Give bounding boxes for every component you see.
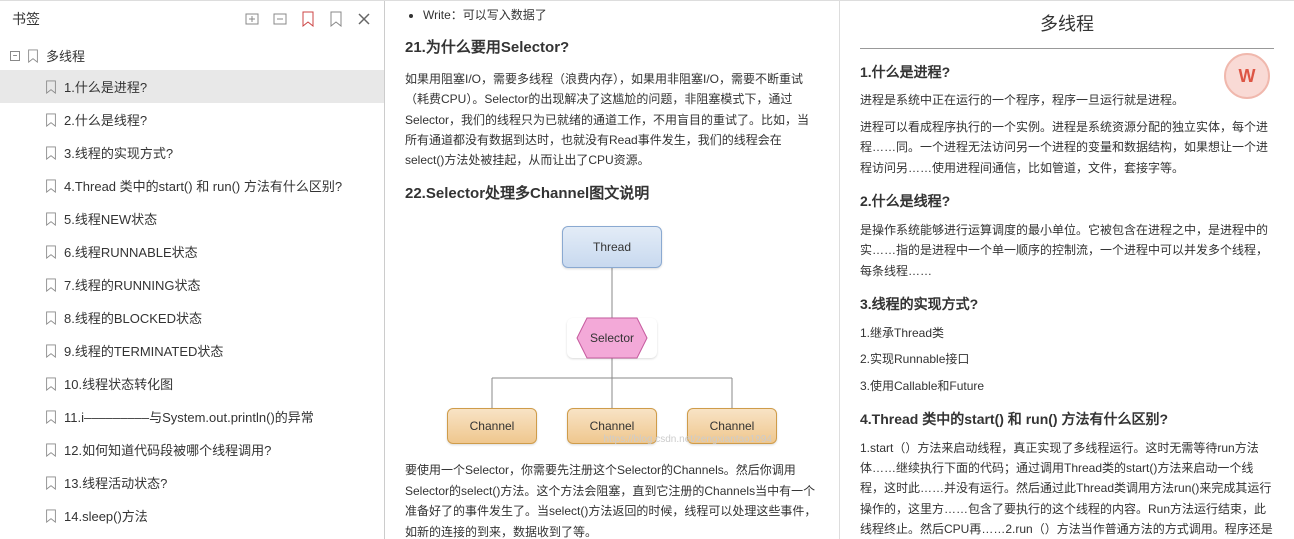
heading-r2: 2.什么是线程? [860, 190, 1274, 214]
document-content: Write：可以写入数据了 21.为什么要用Selector? 如果用阻塞I/O… [385, 1, 1294, 539]
bookmark-item[interactable]: 2.什么是线程? [0, 103, 384, 136]
bookmark-item[interactable]: 9.线程的TERMINATED状态 [0, 334, 384, 367]
bookmark-icon [44, 278, 58, 292]
heading-21: 21.为什么要用Selector? [405, 35, 819, 61]
bookmark-item-label: 10.线程状态转化图 [64, 374, 173, 393]
bookmark-root-label: 多线程 [46, 46, 85, 65]
page-left: Write：可以写入数据了 21.为什么要用Selector? 如果用阻塞I/O… [385, 1, 840, 539]
bookmark-item-label: 6.线程RUNNABLE状态 [64, 242, 198, 261]
bookmark-icon [44, 476, 58, 490]
bookmark-icon[interactable] [328, 11, 344, 27]
heading-r1: 1.什么是进程? [860, 61, 1274, 85]
bookmark-icon [44, 311, 58, 325]
bookmark-item-label: 5.线程NEW状态 [64, 209, 157, 228]
bookmark-item-label: 14.sleep()方法 [64, 506, 148, 525]
page-right-title: 多线程 [860, 1, 1274, 49]
bookmark-item[interactable]: 4.Thread 类中的start() 和 run() 方法有什么区别? [0, 169, 384, 202]
bookmark-item[interactable]: 12.如何知道代码段被哪个线程调用? [0, 433, 384, 466]
bookmark-item[interactable]: 7.线程的RUNNING状态 [0, 268, 384, 301]
expand-icon[interactable] [244, 11, 260, 27]
para-r1a: 进程是系统中正在运行的一个程序，程序一旦运行就是进程。 [860, 90, 1274, 110]
bookmark-item-label: 8.线程的BLOCKED状态 [64, 308, 202, 327]
para-22: 要使用一个Selector，你需要先注册这个Selector的Channels。… [405, 460, 819, 539]
bookmark-item[interactable]: 11.i–––––––––与System.out.println()的异常 [0, 400, 384, 433]
heading-r3: 3.线程的实现方式? [860, 293, 1274, 317]
sidebar-title: 书签 [12, 9, 244, 29]
selector-diagram: Thread Selector Channel Channel Channel … [432, 218, 792, 448]
page-right: 多线程 W 1.什么是进程? 进程是系统中正在运行的一个程序，程序一旦运行就是进… [840, 1, 1294, 539]
bookmark-item[interactable]: 10.线程状态转化图 [0, 367, 384, 400]
bookmark-add-icon[interactable] [300, 11, 316, 27]
bookmark-icon [44, 443, 58, 457]
bookmark-icon [44, 113, 58, 127]
float-button-label: W [1239, 61, 1256, 92]
li-r3-1: 1.继承Thread类 [860, 323, 1274, 343]
expand-toggle-icon[interactable]: − [10, 51, 20, 61]
heading-r4: 4.Thread 类中的start() 和 run() 方法有什么区别? [860, 408, 1274, 432]
bookmark-icon [44, 212, 58, 226]
bookmark-item-label: 4.Thread 类中的start() 和 run() 方法有什么区别? [64, 176, 342, 195]
bookmark-list: − 多线程 1.什么是进程? 2.什么是线程? 3.线程的实现方式? 4.Thread… [0, 37, 384, 539]
bookmark-icon [26, 49, 40, 63]
diagram-channel-1: Channel [447, 408, 537, 444]
close-icon[interactable] [356, 11, 372, 27]
bookmark-icon [44, 410, 58, 424]
bookmark-item[interactable]: 3.线程的实现方式? [0, 136, 384, 169]
bookmark-item-label: 2.什么是线程? [64, 110, 147, 129]
bullet-write: Write：可以写入数据了 [423, 5, 819, 25]
para-r2: 是操作系统能够进行运算调度的最小单位。它被包含在进程之中，是进程中的实……指的是… [860, 220, 1274, 281]
bookmark-item[interactable]: 14.sleep()方法 [0, 499, 384, 532]
bookmark-item-label: 3.线程的实现方式? [64, 143, 173, 162]
diagram-thread: Thread [562, 226, 662, 268]
bookmark-item[interactable]: 1.什么是进程? [0, 70, 384, 103]
watermark: https://blog.csdn.net/zengxiantao1994 [604, 431, 772, 448]
float-button[interactable]: W [1224, 53, 1270, 99]
diagram-selector: Selector [567, 318, 657, 358]
bookmark-icon [44, 509, 58, 523]
li-r3-3: 3.使用Callable和Future [860, 376, 1274, 396]
bookmark-sidebar: 书签 − 多线程 1.什么是进程? 2.什么是线程? 3.线程的实现方式? 4.Thr… [0, 1, 385, 539]
bookmark-item-label: 13.线程活动状态? [64, 473, 167, 492]
para-21: 如果用阻塞I/O，需要多线程（浪费内存），如果用非阻塞I/O，需要不断重试（耗费… [405, 69, 819, 171]
bookmark-item-label: 7.线程的RUNNING状态 [64, 275, 201, 294]
bookmark-icon [44, 80, 58, 94]
bookmark-item-label: 11.i–––––––––与System.out.println()的异常 [64, 407, 314, 426]
bookmark-item[interactable]: 13.线程活动状态? [0, 466, 384, 499]
bookmark-icon [44, 344, 58, 358]
collapse-icon[interactable] [272, 11, 288, 27]
bookmark-item[interactable]: 8.线程的BLOCKED状态 [0, 301, 384, 334]
bookmark-icon [44, 245, 58, 259]
bookmark-icon [44, 377, 58, 391]
bookmark-icon [44, 179, 58, 193]
bookmark-item-label: 9.线程的TERMINATED状态 [64, 341, 223, 360]
bookmark-item[interactable]: 15.如何优雅的设置睡眠时间? [0, 532, 384, 539]
heading-22: 22.Selector处理多Channel图文说明 [405, 181, 819, 207]
bookmark-root[interactable]: − 多线程 [0, 41, 384, 70]
para-r1b: 进程可以看成程序执行的一个实例。进程是系统资源分配的独立实体，每个进程……同。一… [860, 117, 1274, 178]
bookmark-item-label: 1.什么是进程? [64, 77, 147, 96]
li-r3-2: 2.实现Runnable接口 [860, 349, 1274, 369]
sidebar-header: 书签 [0, 1, 384, 37]
bookmark-item[interactable]: 6.线程RUNNABLE状态 [0, 235, 384, 268]
bookmark-icon [44, 146, 58, 160]
bookmark-item-label: 12.如何知道代码段被哪个线程调用? [64, 440, 271, 459]
para-r4: 1.start（）方法来启动线程，真正实现了多线程运行。这时无需等待run方法体… [860, 438, 1274, 539]
bookmark-item[interactable]: 5.线程NEW状态 [0, 202, 384, 235]
